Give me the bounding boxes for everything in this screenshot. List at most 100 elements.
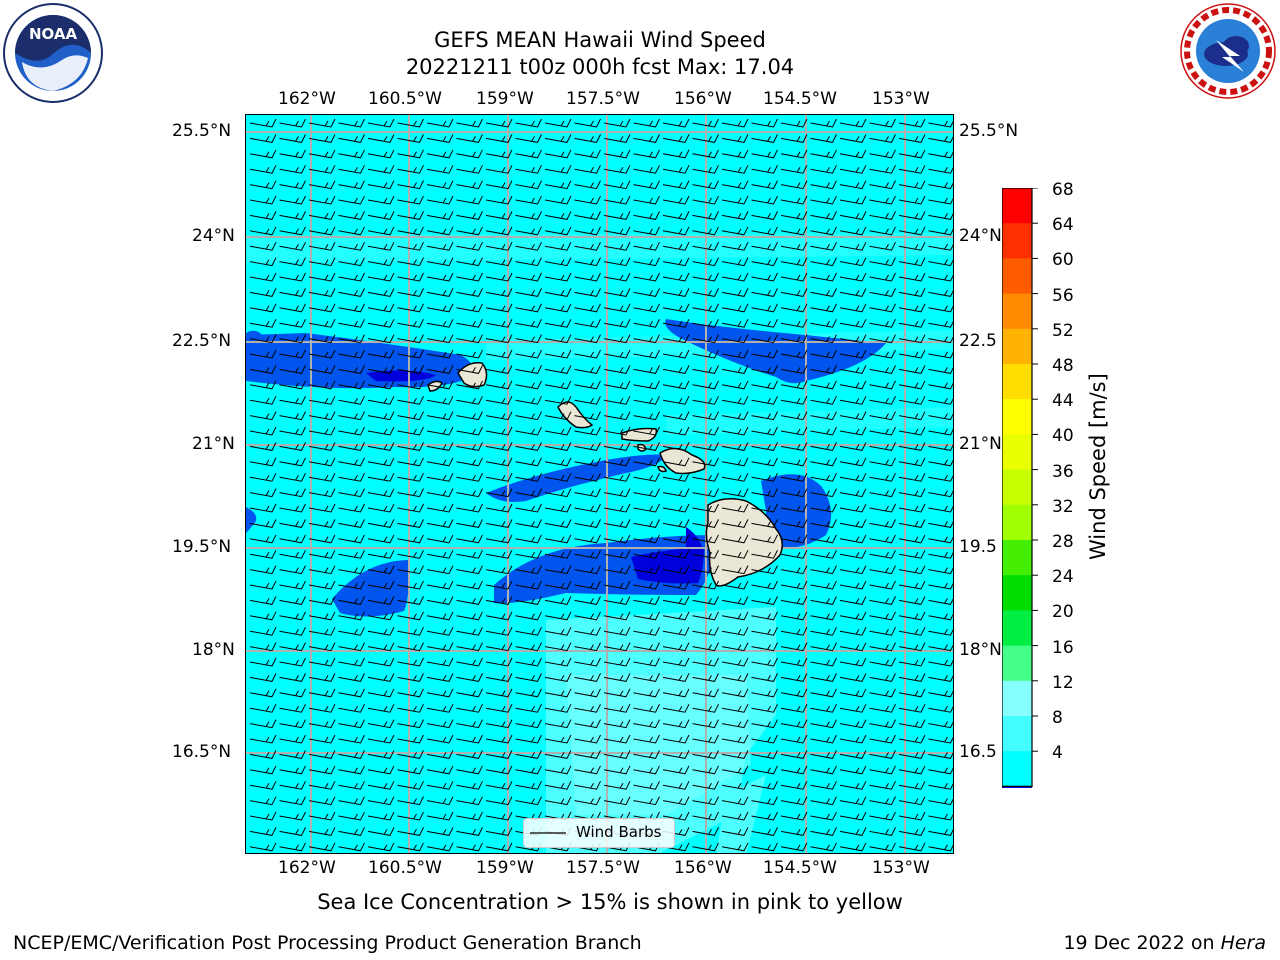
wind-barb [810, 688, 837, 698]
wind-barb [839, 411, 867, 421]
wind-barb [338, 734, 365, 744]
wind-barb [633, 118, 660, 128]
wind-barb [426, 164, 454, 174]
wind-barb [751, 211, 778, 220]
wind-barb [338, 211, 365, 220]
wind-barb [662, 211, 690, 220]
wind-barb [928, 813, 953, 821]
wind-barb [603, 611, 631, 621]
wind-barb [397, 827, 424, 836]
wind-barb [338, 380, 365, 390]
wind-barb [338, 719, 365, 729]
wind-barb [662, 380, 690, 390]
wind-barb [869, 226, 896, 236]
wind-barb [367, 811, 395, 821]
wind-barb [633, 703, 660, 713]
wind-barb [544, 580, 572, 590]
wind-barb [751, 811, 778, 821]
wind-barb [928, 320, 953, 328]
wind-barb [515, 211, 542, 220]
wind-barb [574, 488, 601, 498]
wind-barb [692, 149, 719, 159]
wind-barb [780, 118, 808, 128]
wind-barb [928, 336, 953, 344]
wind-barb [721, 596, 749, 605]
wind-barb [397, 611, 424, 621]
wind-barb [515, 472, 542, 482]
wind-barb [692, 842, 719, 852]
wind-barb [810, 780, 837, 790]
wind-barb [603, 411, 631, 421]
wind-barb [928, 844, 953, 852]
wind-barb [721, 657, 749, 667]
wind-barb [338, 765, 365, 775]
wind-barb [574, 303, 601, 313]
wind-barb [869, 611, 896, 621]
wind-barb [898, 257, 926, 267]
wind-barb [485, 596, 513, 605]
wind-barb [515, 349, 542, 359]
wind-barb [721, 796, 749, 806]
wind-barb [603, 365, 631, 374]
wind-barb [721, 534, 749, 544]
wind-barb [839, 442, 867, 451]
wind-barb [279, 827, 306, 836]
wind-barb [279, 118, 306, 128]
colorbar-segment [1002, 504, 1032, 541]
wind-barb [751, 241, 778, 251]
wind-barb [426, 395, 454, 405]
wind-barb [574, 534, 601, 544]
wind-barb [279, 596, 306, 605]
wind-barb [721, 318, 749, 328]
wind-barb [662, 580, 690, 590]
wind-barb [367, 149, 395, 159]
wind-barb [574, 288, 601, 297]
wind-barb [721, 334, 749, 344]
wind-barb [839, 318, 867, 328]
wind-barb [515, 318, 542, 328]
wind-barb [397, 503, 424, 513]
wind-barb [928, 490, 953, 498]
wind-barb [456, 503, 483, 513]
wind-barb [249, 426, 277, 436]
wind-barb [898, 411, 926, 421]
wind-barb [426, 365, 454, 374]
lat-label-right: 25.5°N [959, 121, 1019, 141]
wind-barb [426, 226, 454, 236]
wind-barb [249, 349, 277, 359]
wind-barb [751, 611, 778, 621]
legend-label: Wind Barbs [576, 823, 662, 841]
wind-barb [662, 688, 690, 698]
wind-barb [308, 272, 336, 282]
wind-barb [810, 180, 837, 190]
wind-barb [869, 488, 896, 498]
wind-barb [544, 519, 572, 528]
wind-barb [869, 303, 896, 313]
wind-barb [692, 488, 719, 498]
wind-barb [397, 334, 424, 344]
wind-barb [574, 642, 601, 652]
wind-barb [721, 303, 749, 313]
wind-barb [367, 703, 395, 713]
wind-barb [633, 596, 660, 605]
wind-barb [751, 318, 778, 328]
map-panel [245, 114, 954, 854]
wind-barb [721, 288, 749, 297]
wind-barb [928, 166, 953, 174]
wind-barb [574, 657, 601, 667]
wind-barb [338, 626, 365, 636]
wind-barb [426, 318, 454, 328]
wind-barb [603, 288, 631, 297]
wind-barb [928, 705, 953, 713]
wind-barb [249, 442, 277, 451]
wind-barb [603, 180, 631, 190]
map-legend: Wind Barbs [523, 818, 675, 848]
wind-barb [721, 626, 749, 636]
wind-barb [869, 411, 896, 421]
wind-barb [397, 765, 424, 775]
wind-barb [544, 395, 572, 405]
wind-barb [338, 811, 365, 821]
wind-barb [662, 719, 690, 729]
wind-barb [633, 180, 660, 190]
wind-barb [544, 765, 572, 775]
